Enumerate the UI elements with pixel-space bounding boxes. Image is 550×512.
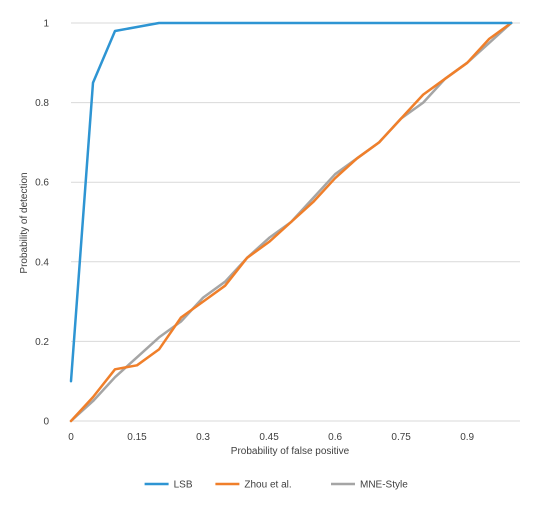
series-line-zhou-et-al [69, 21, 513, 423]
x-tick-label: 0.9 [460, 432, 474, 443]
x-tick-label: 0.75 [391, 432, 411, 443]
legend-item-zhou-et-al: Zhou et al. [215, 480, 292, 491]
legend-item-mne-style: MNE-Style [331, 480, 408, 491]
y-tick-label: 1 [43, 19, 49, 30]
x-tick-label: 0.45 [259, 432, 279, 443]
x-axis-title: Probability of false positive [231, 446, 350, 457]
y-tick-label: 0.8 [35, 98, 49, 109]
legend-label: MNE-Style [360, 480, 408, 491]
x-axis-ticks: 0 0.15 0.3 0.45 0.6 0.75 0.9 [68, 432, 474, 443]
legend-label: LSB [174, 480, 193, 491]
x-tick-label: 0.6 [328, 432, 342, 443]
y-tick-label: 0.2 [35, 337, 49, 348]
gridlines [71, 22, 520, 422]
legend-item-lsb: LSB [144, 480, 193, 491]
y-tick-label: 0.6 [35, 178, 49, 189]
x-tick-label: 0.3 [196, 432, 210, 443]
y-axis-ticks: 0 0.2 0.4 0.6 0.8 1 [35, 19, 49, 428]
legend: LSB Zhou et al. MNE-Style [144, 480, 408, 491]
y-axis-title: Probability of detection [19, 172, 30, 273]
y-tick-label: 0 [43, 417, 49, 428]
series-lines [69, 21, 513, 423]
legend-label: Zhou et al. [244, 480, 291, 491]
series-line-lsb [69, 21, 513, 383]
y-tick-label: 0.4 [35, 257, 49, 268]
x-tick-label: 0.15 [127, 432, 147, 443]
x-tick-label: 0 [68, 432, 74, 443]
